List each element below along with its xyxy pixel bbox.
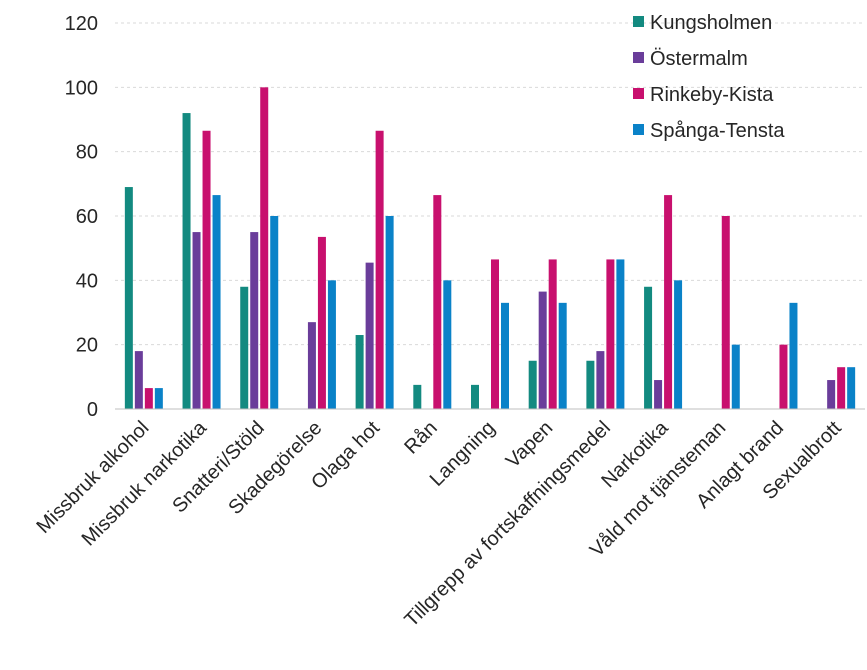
bar-rinkeby-kista-3 bbox=[317, 236, 326, 409]
bar--stermalm-8 bbox=[596, 351, 605, 409]
bar-sp-nga-tensta-10 bbox=[731, 344, 740, 409]
x-tick-label: Tillgrepp av fortskaffningsmedel bbox=[400, 417, 614, 631]
bar-sp-nga-tensta-9 bbox=[674, 280, 683, 409]
bar--stermalm-3 bbox=[307, 322, 316, 409]
bar-sp-nga-tensta-0 bbox=[154, 388, 163, 409]
legend: Kungsholmen Östermalm Rinkeby-Kista Spånga-… bbox=[633, 12, 785, 142]
x-tick-label: Rån bbox=[400, 417, 442, 459]
legend-label: Östermalm bbox=[650, 48, 748, 70]
legend-label: Rinkeby-Kista bbox=[650, 84, 774, 106]
bar-rinkeby-kista-2 bbox=[260, 87, 269, 409]
legend-label: Kungsholmen bbox=[650, 12, 772, 34]
bar-sp-nga-tensta-5 bbox=[443, 280, 452, 409]
bars bbox=[124, 87, 856, 410]
legend-swatch bbox=[633, 16, 644, 27]
bar-sp-nga-tensta-3 bbox=[327, 280, 336, 409]
bar-rinkeby-kista-0 bbox=[144, 388, 153, 409]
bar-kungsholmen-4 bbox=[355, 335, 364, 409]
bar-kungsholmen-8 bbox=[586, 360, 595, 409]
bar-kungsholmen-9 bbox=[644, 286, 653, 409]
bar-sp-nga-tensta-6 bbox=[501, 302, 509, 409]
bar-rinkeby-kista-5 bbox=[433, 195, 442, 409]
y-tick-label: 80 bbox=[76, 142, 98, 164]
bar-sp-nga-tensta-1 bbox=[212, 195, 221, 409]
bar-kungsholmen-7 bbox=[528, 360, 537, 409]
bar-rinkeby-kista-10 bbox=[721, 216, 730, 409]
bar-sp-nga-tensta-8 bbox=[616, 259, 625, 409]
bar--stermalm-4 bbox=[365, 262, 374, 409]
y-tick-label: 60 bbox=[76, 206, 98, 228]
y-tick-label: 120 bbox=[65, 13, 98, 35]
y-tick-label: 100 bbox=[65, 77, 98, 99]
y-tick-label: 0 bbox=[87, 399, 98, 421]
bar-rinkeby-kista-7 bbox=[548, 259, 557, 409]
bar-kungsholmen-0 bbox=[124, 187, 133, 409]
bar-rinkeby-kista-9 bbox=[664, 195, 673, 409]
gridlines bbox=[115, 22, 865, 346]
bar--stermalm-1 bbox=[192, 232, 201, 409]
legend-label: Spånga-Tensta bbox=[650, 120, 785, 142]
bar-sp-nga-tensta-4 bbox=[385, 216, 394, 409]
bar-rinkeby-kista-6 bbox=[491, 259, 499, 409]
bar-kungsholmen-5 bbox=[413, 384, 422, 409]
bar-rinkeby-kista-1 bbox=[202, 130, 211, 409]
bar--stermalm-7 bbox=[538, 291, 547, 409]
bar-sp-nga-tensta-7 bbox=[558, 302, 567, 409]
bar-kungsholmen-1 bbox=[182, 113, 191, 410]
bar-rinkeby-kista-11 bbox=[779, 344, 788, 409]
legend-swatch bbox=[633, 124, 644, 135]
bar-sp-nga-tensta-2 bbox=[270, 216, 279, 409]
bar-sp-nga-tensta-12 bbox=[847, 367, 856, 409]
bar--stermalm-0 bbox=[134, 351, 143, 409]
legend-swatch bbox=[633, 88, 644, 99]
y-tick-label: 20 bbox=[76, 335, 98, 357]
bar--stermalm-2 bbox=[250, 232, 259, 409]
y-tick-label: 40 bbox=[76, 270, 98, 292]
y-axis-ticks: 0 20 40 60 80 100 120 bbox=[65, 13, 98, 421]
x-tick-label: Vapen bbox=[502, 417, 557, 472]
bar-rinkeby-kista-4 bbox=[375, 130, 384, 409]
bar-rinkeby-kista-8 bbox=[606, 259, 615, 409]
bar-rinkeby-kista-12 bbox=[837, 367, 846, 409]
bar-kungsholmen-2 bbox=[240, 286, 249, 409]
bar-kungsholmen-6 bbox=[471, 384, 479, 409]
bar-sp-nga-tensta-11 bbox=[789, 302, 798, 409]
bar--stermalm-9 bbox=[654, 380, 663, 409]
legend-swatch bbox=[633, 52, 644, 63]
bar--stermalm-12 bbox=[827, 380, 836, 409]
